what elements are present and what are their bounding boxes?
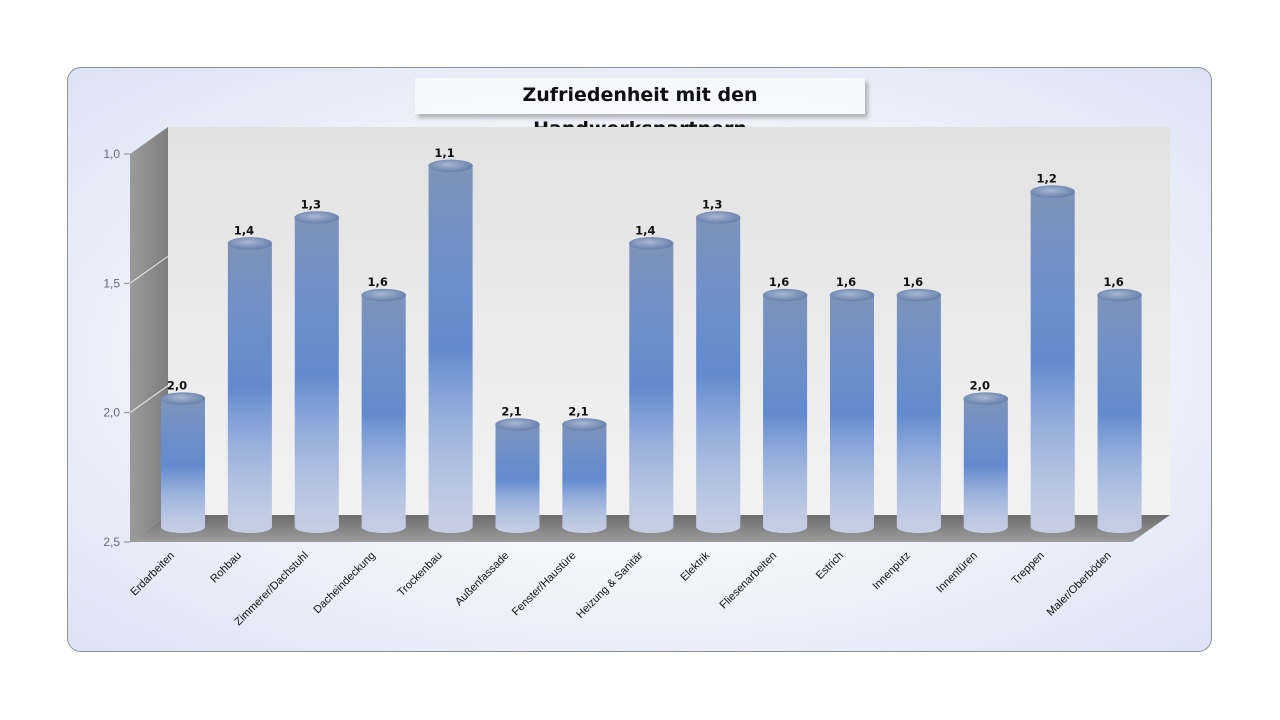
x-tick-label: Treppen [1010,550,1047,587]
bar-shading [495,424,540,533]
data-label: 1,3 [702,198,722,212]
x-tick-label: Estrich [814,550,846,582]
bar-cap [1097,288,1142,302]
bar: 2,0 [160,379,206,533]
data-label: 1,4 [635,223,655,237]
x-tick-label: Trockenbau [395,550,444,599]
x-tick-label: Innentüren [934,550,980,596]
bar-shading [963,398,1008,533]
data-label: 2,0 [167,379,187,393]
bar-shading [294,217,339,533]
bar-cap [495,418,540,431]
y-grid-diagonal [129,255,169,284]
bar-shading [629,243,674,533]
bar-cap [361,288,407,302]
bar: 1,6 [829,275,875,533]
bar-shading [1030,191,1075,533]
bar-shading [896,295,941,533]
bar-cap [963,392,1009,405]
data-label: 1,6 [368,275,388,289]
bar: 1,6 [1097,275,1142,533]
bar-cap [628,237,674,250]
x-tick-label: Außenfassade [453,550,512,609]
bar: 2,1 [495,405,540,533]
y-tick-label: 2,0 [103,406,120,420]
bar-cap [1030,185,1075,199]
bar: 2,1 [562,405,607,533]
x-tick-label: Fliesenarbeiten [718,550,780,612]
bar-shading [361,295,406,533]
data-label: 1,6 [836,275,856,289]
bar-cap [227,237,273,250]
bar-shading [227,243,272,533]
y-tick-label: 2,5 [103,535,120,549]
x-tick-label: Dacheindeckung [311,550,377,616]
x-tick-label: Rohbau [208,550,244,586]
x-tick-label: Innenputz [870,550,913,593]
bar: 1,2 [1030,172,1075,533]
bar-shading [428,165,473,533]
bar-cap [762,288,808,302]
bar-shading [161,398,205,533]
x-tick-label: Zimmerer/Dachstuhl [232,550,311,629]
data-label: 1,3 [301,198,321,212]
bar-cap [829,288,875,302]
bar: 1,6 [896,275,942,533]
bar-cap [160,392,206,405]
data-label: 1,1 [434,146,454,160]
y-grid-diagonal [129,385,169,414]
data-label: 1,6 [903,275,923,289]
x-tick-label: Heizung & Sanitär [574,549,645,620]
bar-cap [695,211,741,224]
bar-shading [696,217,741,533]
bar: 1,4 [227,223,273,533]
data-label: 1,4 [234,223,254,237]
bar: 1,6 [762,275,808,533]
y-tick-label: 1,0 [103,147,120,161]
bar: 1,3 [695,198,741,533]
bar: 1,1 [428,146,473,533]
bar-cap [294,211,340,224]
data-label: 2,1 [501,405,521,419]
bar-cap [896,288,942,302]
x-tick-label: Maler/Oberböden [1045,550,1114,619]
bar-cap [428,159,473,173]
bar: 1,4 [628,223,674,533]
x-tick-label: Fenster/Haustüre [510,550,579,619]
bar-shading [830,295,874,533]
data-label: 1,2 [1037,172,1057,186]
x-tick-label: Elektrik [678,549,712,583]
bar-shading [763,295,808,533]
bar-shading [562,424,607,533]
data-label: 2,1 [568,405,588,419]
x-tick-label: Erdarbeiten [128,550,177,599]
y-tick-label: 1,5 [103,276,120,290]
bar-shading [1097,295,1142,533]
bar-cap [562,418,607,431]
data-label: 1,6 [1103,275,1123,289]
data-label: 2,0 [970,379,990,393]
bar: 2,0 [963,379,1009,533]
side-wall [130,127,168,542]
bar: 1,3 [294,198,340,533]
data-label: 1,6 [769,275,789,289]
bar: 1,6 [361,275,407,533]
